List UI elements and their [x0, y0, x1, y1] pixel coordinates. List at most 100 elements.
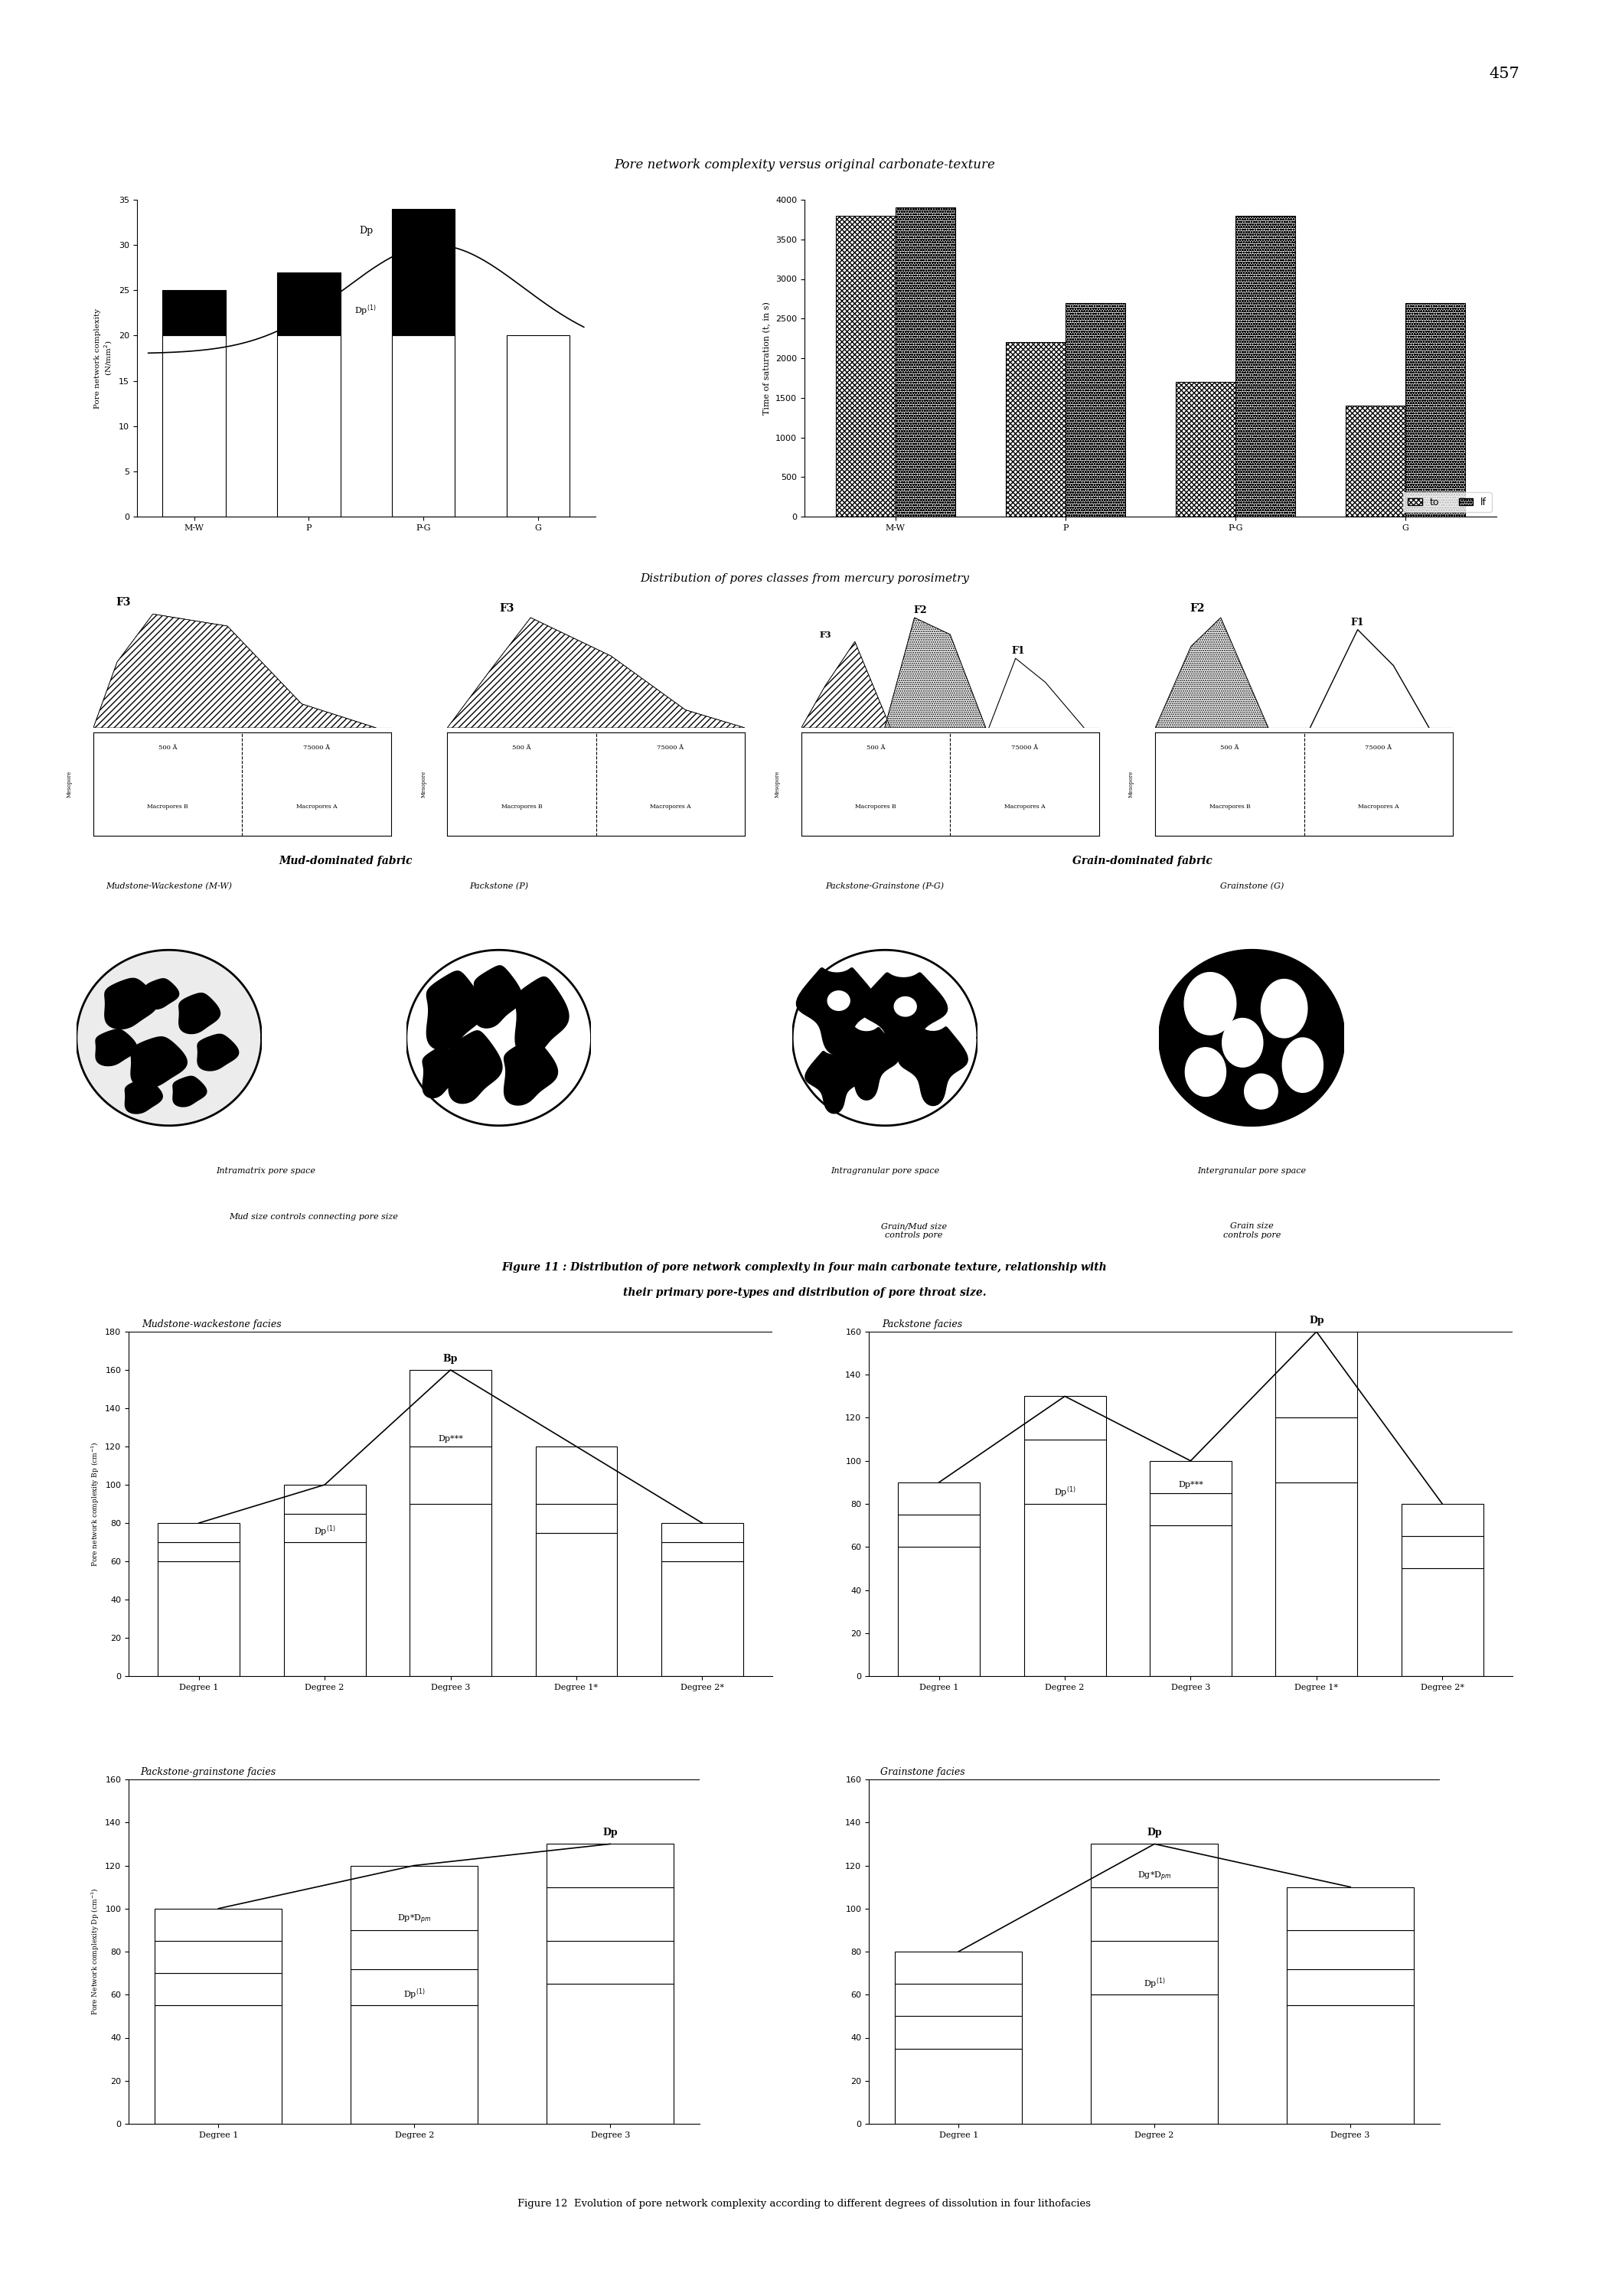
Bar [1405, 303, 1464, 517]
Bar [536, 1534, 618, 1676]
Polygon shape [179, 994, 220, 1033]
Bar [410, 1446, 491, 1504]
Text: F3: F3 [116, 597, 130, 608]
Text: F3: F3 [499, 604, 515, 613]
Polygon shape [1186, 1047, 1226, 1095]
Y-axis label: Pore Network complexity Dp (cm$^{-1}$): Pore Network complexity Dp (cm$^{-1}$) [90, 1887, 101, 2016]
Text: Mesopore: Mesopore [66, 771, 72, 797]
Text: Grain size
controls pore: Grain size controls pore [1223, 1221, 1281, 1240]
Polygon shape [793, 951, 978, 1125]
Text: 75000 Å: 75000 Å [1364, 744, 1392, 751]
Polygon shape [447, 618, 745, 728]
Text: Dp: Dp [1147, 1828, 1162, 1837]
Polygon shape [833, 1029, 899, 1100]
Y-axis label: Pore network complexity
(N/mm$^2$): Pore network complexity (N/mm$^2$) [95, 308, 114, 409]
Bar [283, 1543, 365, 1676]
Bar [547, 1844, 674, 1887]
Bar [661, 1543, 743, 1561]
Text: Dp***: Dp*** [438, 1435, 463, 1442]
Polygon shape [898, 1026, 967, 1107]
Bar [351, 1864, 478, 1931]
Bar [163, 335, 225, 517]
Text: Dp$^{(1)}$: Dp$^{(1)}$ [1054, 1486, 1076, 1499]
Bar [393, 335, 455, 517]
Bar [1401, 1568, 1483, 1676]
Polygon shape [198, 1033, 238, 1070]
Polygon shape [423, 1047, 460, 1097]
Bar [547, 1940, 674, 1984]
Bar [1091, 1887, 1218, 1940]
Polygon shape [426, 971, 484, 1049]
Text: 500 Å: 500 Å [866, 744, 885, 751]
Text: 500 Å: 500 Å [1220, 744, 1239, 751]
Text: their primary pore-types and distribution of pore throat size.: their primary pore-types and distributio… [623, 1288, 986, 1297]
Bar [277, 273, 339, 335]
Bar [895, 1984, 1022, 2016]
Y-axis label: Time of saturation (t, in s): Time of saturation (t, in s) [763, 301, 771, 416]
Text: Packstone-Grainstone (P-G): Packstone-Grainstone (P-G) [825, 882, 944, 891]
Text: F1: F1 [1012, 645, 1025, 657]
Bar [154, 1972, 282, 2004]
Bar [1006, 342, 1065, 517]
Bar [896, 207, 956, 517]
Bar [154, 2004, 282, 2124]
Bar [1287, 1887, 1414, 1931]
Polygon shape [895, 996, 917, 1017]
Bar [1276, 1483, 1358, 1676]
Bar [898, 1483, 980, 1515]
Bar [1276, 1417, 1358, 1483]
Y-axis label: Pore network complexity Bp (cm$^{-1}$): Pore network complexity Bp (cm$^{-1}$) [90, 1442, 101, 1566]
Text: Distribution of pores classes from mercury porosimetry: Distribution of pores classes from mercu… [640, 574, 969, 583]
Text: Dp*D$_{pm}$: Dp*D$_{pm}$ [397, 1913, 431, 1926]
Bar [1023, 1396, 1105, 1440]
Polygon shape [95, 1029, 137, 1065]
Polygon shape [126, 1079, 163, 1114]
Bar [1401, 1504, 1483, 1536]
Text: Intergranular pore space: Intergranular pore space [1197, 1166, 1307, 1176]
Bar [410, 1371, 491, 1446]
Bar [1287, 1970, 1414, 2004]
Bar [1176, 381, 1236, 517]
Bar [1023, 1440, 1105, 1504]
Text: 75000 Å: 75000 Å [302, 744, 330, 751]
Bar [158, 1561, 240, 1676]
Bar [1150, 1525, 1231, 1676]
Text: 75000 Å: 75000 Å [656, 744, 684, 751]
Polygon shape [1160, 951, 1345, 1125]
Text: Dp: Dp [603, 1828, 618, 1837]
Text: Packstone facies: Packstone facies [882, 1320, 962, 1329]
Text: Mesopore: Mesopore [420, 771, 426, 797]
Bar [1236, 216, 1295, 517]
Text: Mud-dominated fabric: Mud-dominated fabric [278, 856, 414, 866]
Text: Macropores A: Macropores A [296, 804, 338, 810]
Polygon shape [172, 1077, 206, 1107]
Polygon shape [449, 1031, 502, 1104]
Polygon shape [1184, 974, 1236, 1035]
Bar [158, 1543, 240, 1561]
Polygon shape [1261, 980, 1307, 1038]
Bar [895, 1952, 1022, 1984]
Polygon shape [504, 1038, 558, 1104]
Bar [837, 216, 896, 517]
Bar [895, 2016, 1022, 2048]
Bar [1287, 1931, 1414, 1970]
Polygon shape [475, 967, 521, 1029]
Text: Intragranular pore space: Intragranular pore space [830, 1166, 940, 1176]
Bar [154, 1908, 282, 1940]
Bar [158, 1522, 240, 1543]
Text: Grainstone facies: Grainstone facies [880, 1768, 965, 1777]
Bar [1150, 1460, 1231, 1492]
Polygon shape [1282, 1038, 1323, 1093]
Bar [283, 1513, 365, 1543]
Text: Grainstone (G): Grainstone (G) [1220, 882, 1284, 891]
Bar [351, 2004, 478, 2124]
Text: Dp$^{(1)}$: Dp$^{(1)}$ [354, 303, 377, 317]
Text: F3: F3 [819, 631, 832, 638]
Polygon shape [515, 976, 568, 1056]
Bar [1276, 1332, 1358, 1417]
Polygon shape [859, 974, 948, 1061]
Text: Figure 12  Evolution of pore network complexity according to different degrees o: Figure 12 Evolution of pore network comp… [518, 2200, 1091, 2209]
Text: Grain/Mud size
controls pore: Grain/Mud size controls pore [882, 1221, 946, 1240]
Bar [1150, 1492, 1231, 1525]
Bar [163, 289, 225, 335]
